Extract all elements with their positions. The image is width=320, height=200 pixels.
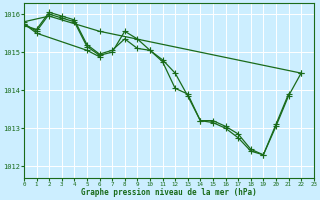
X-axis label: Graphe pression niveau de la mer (hPa): Graphe pression niveau de la mer (hPa)	[81, 188, 257, 197]
